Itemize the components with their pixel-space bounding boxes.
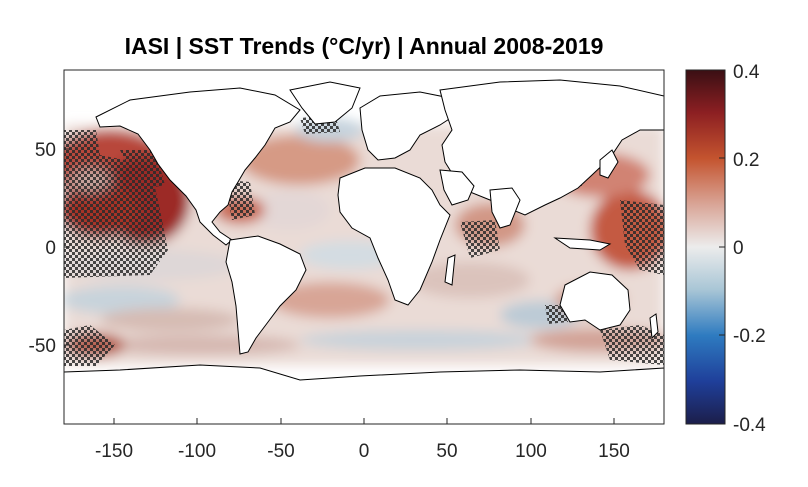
significance-stippling: [64, 115, 664, 366]
land-greenland: [289, 81, 361, 125]
land-asia: [439, 79, 664, 216]
colorbar-tick-label: 0.4: [733, 62, 760, 83]
land-antarctica: [64, 364, 664, 424]
land-indonesia: [553, 237, 612, 251]
colorbar-tick-label: 0: [733, 238, 744, 259]
colorbar: [685, 69, 726, 425]
land-masses: [64, 79, 664, 424]
land-india: [489, 187, 521, 229]
x-tick-label: 50: [436, 441, 457, 462]
colorbar-tick-label: -0.2: [733, 326, 766, 347]
x-tick-label: -50: [267, 441, 294, 462]
land-australia: [559, 271, 631, 331]
y-tick-label: 50: [35, 140, 56, 161]
colorbar-tick-labels: 0.4 0.2 0 -0.2 -0.4: [733, 62, 766, 436]
map-title: IASI | SST Trends (°C/yr) | Annual 2008-…: [124, 33, 604, 59]
x-tick-labels: -150 -100 -50 0 50 100 150: [95, 441, 630, 462]
y-tick-label: 0: [45, 238, 56, 259]
colorbar-tick-label: 0.2: [733, 150, 759, 171]
land-new-zealand: [649, 313, 659, 340]
x-tick-marks: [113, 418, 615, 424]
x-tick-label: 150: [598, 441, 630, 462]
y-tick-labels: 50 0 -50: [29, 140, 56, 357]
land-madagascar: [444, 254, 456, 286]
x-tick-label: 100: [515, 441, 547, 462]
land-europe: [359, 91, 461, 161]
x-tick-label: 0: [359, 441, 370, 462]
land-south-america: [225, 235, 307, 355]
map-panel: [64, 70, 664, 424]
y-tick-label: -50: [29, 336, 56, 357]
y-tick-marks: [64, 148, 70, 346]
colorbar-tick-marks: [719, 69, 725, 425]
land-arabia: [439, 169, 475, 206]
land-japan: [599, 149, 619, 179]
land-north-america: [95, 87, 301, 246]
x-tick-label: -100: [178, 441, 216, 462]
x-tick-label: -150: [95, 441, 133, 462]
colorbar-tick-label: -0.4: [733, 415, 766, 436]
land-africa: [337, 167, 451, 306]
